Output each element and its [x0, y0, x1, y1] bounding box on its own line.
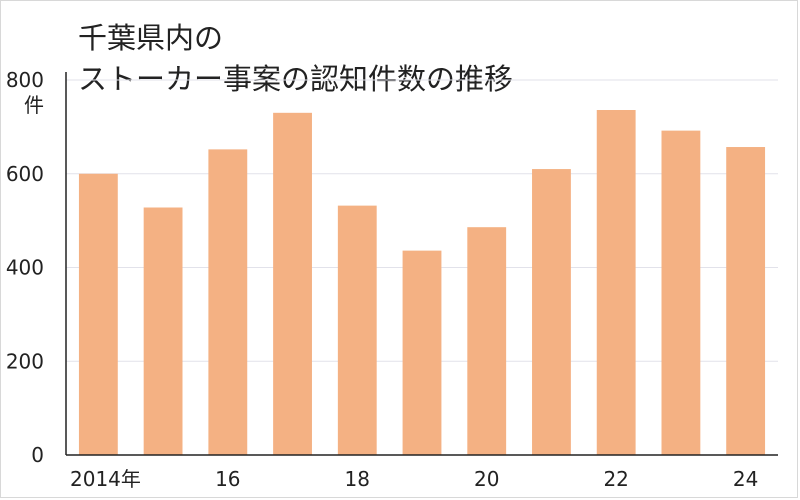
- bar-2016: [208, 149, 248, 455]
- chart-title-line-1: 千葉県内の: [78, 21, 223, 55]
- x-tick-label: 20: [474, 467, 499, 491]
- bars: [78, 110, 766, 455]
- x-tick-label: 24: [733, 467, 758, 491]
- y-unit-label: 件: [24, 93, 44, 117]
- y-tick-label: 0: [31, 443, 44, 467]
- y-tick-labels: 0 200 400 600 800: [6, 68, 44, 467]
- bar-2021: [532, 169, 571, 455]
- bar-2018: [337, 205, 377, 455]
- chart-title-line-2: ストーカー事案の認知件数の推移: [78, 62, 513, 96]
- y-tick-label: 200: [6, 349, 44, 373]
- bar-2024: [726, 147, 766, 455]
- y-tick-label: 600: [6, 162, 44, 186]
- x-tick-label: 22: [603, 467, 628, 491]
- bar-2022: [596, 110, 636, 455]
- x-tick-label: 16: [215, 467, 240, 491]
- bar-2023: [661, 130, 701, 455]
- bar-2019: [402, 250, 442, 455]
- bar-2017: [273, 112, 312, 455]
- y-tick-label: 800: [6, 68, 44, 92]
- y-tick-label: 400: [6, 256, 44, 280]
- x-tick-label: 2014年: [70, 467, 141, 491]
- x-tick-label: 18: [345, 467, 370, 491]
- bar-2014: [78, 173, 118, 455]
- x-tick-labels: 2014年 16 18 20 22 24: [70, 467, 758, 491]
- bar-2015: [143, 207, 183, 455]
- bar-2020: [467, 227, 507, 455]
